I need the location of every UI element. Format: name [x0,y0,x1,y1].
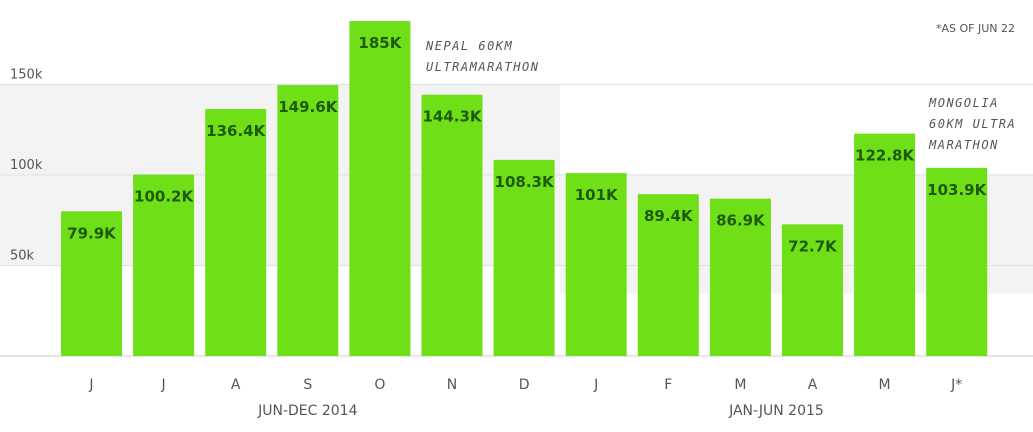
bar-value-label-8: 89.4K [644,207,694,225]
bar-value-label-5: 144.3K [422,108,482,126]
x-tick-label-8: F [664,377,672,393]
group-label-0: JUN-DEC 2014 [257,403,357,419]
bar-11 [854,133,916,356]
y-tick-label-150: 150k [10,67,43,82]
group-labels: JUN-DEC 2014 JAN-JUN 2015 [257,403,824,419]
bar-value-label-3: 149.6K [278,98,338,116]
footnote: *AS OF JUN 22 [936,22,1015,35]
bar-value-label-9: 86.9K [716,212,766,230]
annotation-0-line-0: NEPAL 60KM [425,39,513,53]
annotation-0-line-1: ULTRAMARATHON [426,60,539,74]
x-tick-label-9: M [734,377,746,393]
bar-value-label-0: 79.9K [67,224,117,242]
bar-7 [565,173,627,356]
x-tick-label-6: D [519,377,530,393]
bar-12 [926,167,988,356]
bar-5 [421,94,483,356]
x-tick-label-7: J [593,377,598,393]
bar-6 [493,159,555,356]
x-tick-label-11: M [879,377,891,393]
bars [61,21,988,357]
bar-2 [205,109,267,356]
x-tick-label-4: O [374,377,385,393]
bar-0 [61,211,122,356]
bar-value-label-7: 101K [575,186,619,204]
bar-1 [133,174,195,356]
bar-8 [637,194,699,356]
annotation-1-line-1: 60KM ULTRA [929,117,1016,131]
bar-value-label-10: 72.7K [788,237,838,255]
bar-value-label-4: 185K [358,34,402,52]
group-label-1: JAN-JUN 2015 [728,403,824,419]
y-axis-ticks: 50k 100k 150k [10,67,43,263]
x-axis-labels: J J A S O N D J F M A M J* [88,377,962,393]
bar-3 [277,85,339,357]
y-tick-label-100: 100k [10,158,43,173]
x-tick-label-1: J [161,377,166,393]
bar-value-label-6: 108.3K [495,173,555,191]
data-labels: 79.9K 100.2K 136.4K 149.6K 185K 144.3K 108.3K 1… [67,34,987,255]
bar-value-label-2: 136.4K [206,122,266,140]
bar-10 [782,224,843,356]
bar-9 [709,198,771,356]
bar-4 [349,21,411,356]
x-tick-label-10: A [808,377,818,393]
x-tick-label-12: J* [950,377,962,393]
annotations: NEPAL 60KM ULTRAMARATHON MONGOLIA 60KM ULTR… [425,39,1016,152]
annotation-1-line-0: MONGOLIA [928,96,999,110]
bar-value-label-1: 100.2K [134,188,194,206]
x-tick-label-2: A [231,377,241,393]
annotation-1-line-2: MARATHON [928,138,999,152]
x-tick-label-5: N [447,377,457,393]
x-tick-label-0: J [88,377,93,393]
bar-value-label-11: 122.8K [855,147,915,165]
bar-value-label-12: 103.9K [927,181,987,199]
x-tick-label-3: S [303,377,312,393]
y-tick-label-50: 50k [10,248,35,263]
